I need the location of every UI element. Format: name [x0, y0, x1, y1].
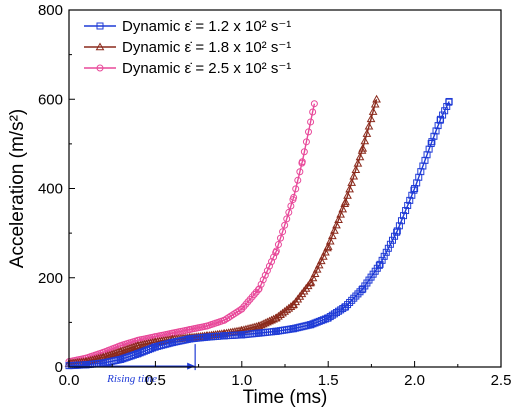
legend-item-2: Dynamic ε̇ = 1.8 x 10² s⁻¹ — [84, 39, 291, 56]
legend-label: Dynamic ε̇ = 2.5 x 10² s⁻¹ — [122, 60, 291, 77]
legend-swatch-marker — [95, 42, 105, 51]
y-tick-label: 200 — [38, 270, 63, 287]
annotation-layer: Rising time — [69, 344, 196, 385]
y-tick-label: 400 — [38, 181, 63, 198]
y-tick-label: 600 — [38, 91, 63, 108]
legend-label: Dynamic ε̇ = 1.8 x 10² s⁻¹ — [122, 39, 291, 56]
legend-item-3: Dynamic ε̇ = 2.5 x 10² s⁻¹ — [84, 60, 291, 77]
series-layer — [64, 94, 453, 370]
x-axis-title: Time (ms) — [243, 387, 328, 408]
x-tick-label: 0.5 — [145, 372, 166, 389]
y-tick-label: 800 — [38, 2, 63, 19]
y-tick-label: 0 — [55, 359, 63, 376]
legend-swatch-marker — [96, 22, 104, 30]
legend: Dynamic ε̇ = 1.2 x 10² s⁻¹ Dynamic ε̇ = 1… — [84, 18, 291, 77]
x-tick-label: 0.0 — [59, 372, 80, 389]
x-tick-label: 2.0 — [404, 372, 425, 389]
tick-layer: 0.0 0.5 1.0 1.5 2.0 2.5 0 200 400 600 800 — [38, 2, 511, 389]
x-tick-label: 2.5 — [491, 372, 512, 389]
legend-item-1: Dynamic ε̇ = 1.2 x 10² s⁻¹ — [84, 18, 291, 35]
rising-time-label: Rising time — [106, 373, 157, 385]
rising-time-arrowhead — [187, 362, 196, 370]
legend-swatch-marker — [96, 64, 104, 72]
legend-label: Dynamic ε̇ = 1.2 x 10² s⁻¹ — [122, 18, 291, 35]
x-tick-label: 1.0 — [231, 372, 252, 389]
x-tick-label: 1.5 — [318, 372, 339, 389]
y-axis-title: Acceleration (m/s²) — [7, 109, 28, 268]
